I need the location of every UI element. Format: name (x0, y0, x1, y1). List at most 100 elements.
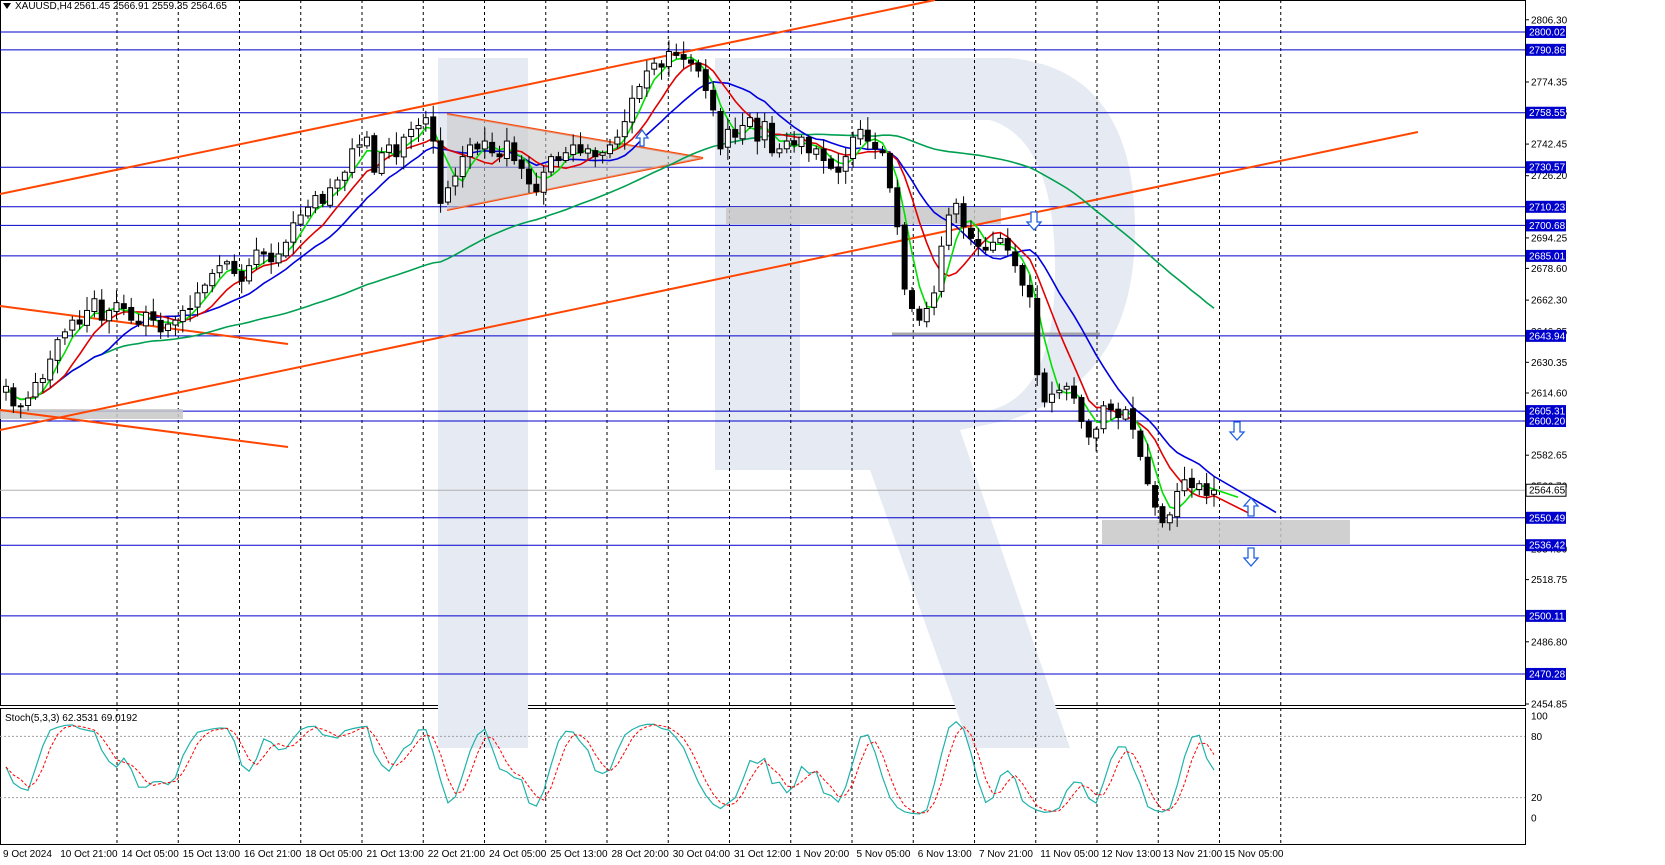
time-label: 31 Oct 12:00 (734, 849, 792, 860)
candle (1041, 368, 1048, 408)
time-axis: 9 Oct 2024 10 Oct 21:00 14 Oct 05:00 15 Oct… (3, 849, 1284, 860)
chart-header: XAUUSD,H4 2561.45 2566.91 2559.35 2564.6… (3, 1, 227, 724)
candle-body-bear (960, 203, 967, 228)
candle (157, 312, 164, 339)
candle (452, 167, 459, 196)
level-tag (1526, 609, 1566, 622)
candle-body-bull (194, 292, 201, 308)
candle (761, 112, 768, 149)
price-tick-label: 2614.60 (1531, 388, 1568, 399)
ma-fast-line (5, 56, 1239, 510)
candle (61, 328, 68, 345)
candle-body-bull (761, 121, 768, 141)
candle-body-bull (363, 136, 370, 147)
candle-body-bear (732, 129, 739, 138)
candle (592, 147, 599, 168)
candle-body-bull (305, 206, 311, 217)
candle-body-bear (157, 319, 164, 333)
candle (25, 391, 32, 411)
candle (798, 135, 805, 155)
candle-body-bull (275, 253, 282, 264)
stoch-pane (0, 708, 1526, 845)
candle (1152, 480, 1159, 516)
candle-body-bear (1188, 477, 1195, 489)
candle-body-bear (967, 227, 974, 239)
candle-body-bear (319, 193, 326, 204)
candle-body-bull (91, 298, 98, 312)
candle (496, 145, 503, 163)
candle (540, 165, 547, 205)
candle (1144, 443, 1151, 486)
candle-body-bull (113, 302, 120, 312)
level-tag-label: 2643.94 (1529, 331, 1566, 342)
candle (724, 118, 731, 160)
candle-body-bull (923, 307, 930, 323)
candle-body-bull (938, 245, 945, 292)
time-label: 28 Oct 20:00 (612, 849, 670, 860)
candle (665, 40, 672, 77)
candle (1056, 383, 1063, 400)
triangle-pattern (447, 114, 703, 210)
candle-body-bear (879, 150, 886, 154)
candle (1019, 263, 1026, 297)
candle (363, 131, 370, 149)
candle (533, 172, 540, 196)
candle (680, 41, 687, 69)
candle (106, 307, 113, 334)
time-label: 21 Oct 13:00 (367, 849, 425, 860)
candle-body-bull (724, 128, 731, 148)
candle-body-bear (1129, 408, 1136, 430)
candle-body-bear (120, 303, 127, 309)
candle-body-bull (422, 117, 429, 125)
candle (916, 305, 923, 326)
candle (3, 378, 9, 401)
candle-body-bear (260, 251, 267, 255)
current-price-label: 2564.65 (1529, 486, 1566, 497)
candle-body-bull (945, 214, 952, 246)
collapse-triangle-icon (3, 3, 11, 9)
level-tag-label: 2800.02 (1529, 28, 1566, 39)
candle-body-bear (1041, 372, 1048, 403)
level-tag (1526, 667, 1566, 680)
candle-body-bear (820, 148, 827, 162)
candle (621, 109, 628, 150)
level-tag-label: 2600.20 (1529, 417, 1566, 428)
stoch-scale-label: 100 (1531, 712, 1548, 723)
arrow-up-icon (1242, 497, 1260, 517)
candle-body-bear (1071, 385, 1078, 399)
candle (1166, 511, 1173, 531)
candle-body-bear (702, 69, 709, 91)
candle-body-bear (577, 144, 584, 154)
candle (776, 143, 783, 158)
candle-body-bull (1174, 490, 1181, 518)
candle-body-bear (437, 140, 444, 204)
ma-slow-line (5, 81, 1277, 514)
candle-body-bull (1093, 428, 1100, 439)
candle (997, 233, 1004, 245)
level-tag-label: 2790.86 (1529, 45, 1566, 56)
candle-body-bear (916, 308, 923, 321)
candle-body-bull (850, 136, 857, 160)
candle (791, 131, 798, 153)
candle-body-bull (25, 397, 32, 406)
ma-mid-line (5, 61, 1251, 515)
level-tag (1526, 106, 1566, 119)
candle-body-bull (467, 144, 474, 158)
candle (84, 296, 91, 333)
candle-body-bear (525, 168, 532, 185)
candle-body-bear (835, 166, 842, 173)
candle (282, 239, 289, 258)
candle (769, 115, 776, 157)
candle-body-bull (503, 140, 510, 160)
candle-body-bear (886, 152, 893, 189)
candles (3, 40, 1217, 531)
candle-body-bear (754, 117, 761, 142)
candle (1211, 476, 1217, 507)
candle-body-bull (1063, 385, 1070, 390)
candle (444, 180, 451, 205)
candle (467, 137, 474, 169)
candle (1129, 396, 1136, 439)
signal-arrows (634, 128, 1260, 567)
candle-body-bull (3, 385, 9, 393)
stoch-scale-label: 20 (1531, 793, 1543, 804)
